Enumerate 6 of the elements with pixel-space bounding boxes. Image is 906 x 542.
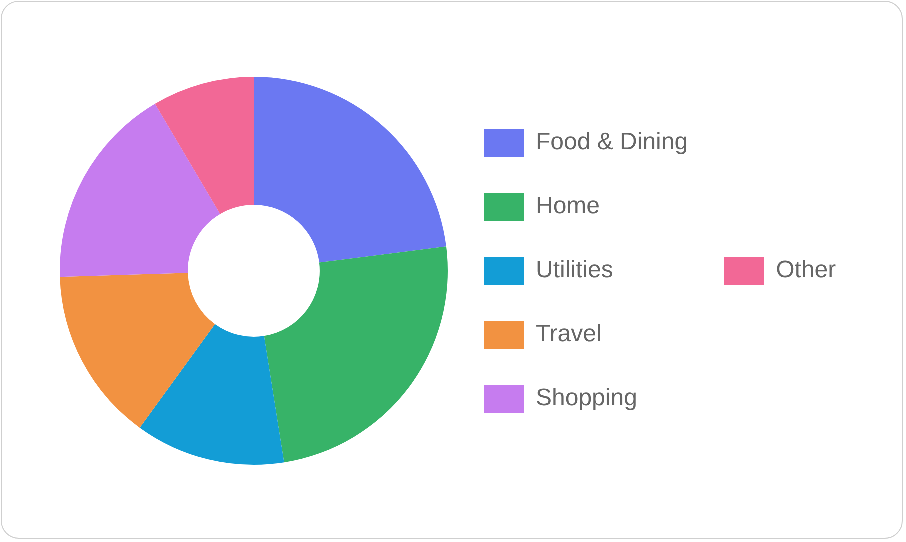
legend-label: Food & Dining — [536, 128, 688, 156]
legend-label: Travel — [536, 320, 602, 348]
legend-label: Shopping — [536, 384, 638, 412]
legend-label: Utilities — [536, 256, 614, 284]
legend-label: Other — [776, 256, 836, 284]
legend-label: Home — [536, 192, 600, 220]
